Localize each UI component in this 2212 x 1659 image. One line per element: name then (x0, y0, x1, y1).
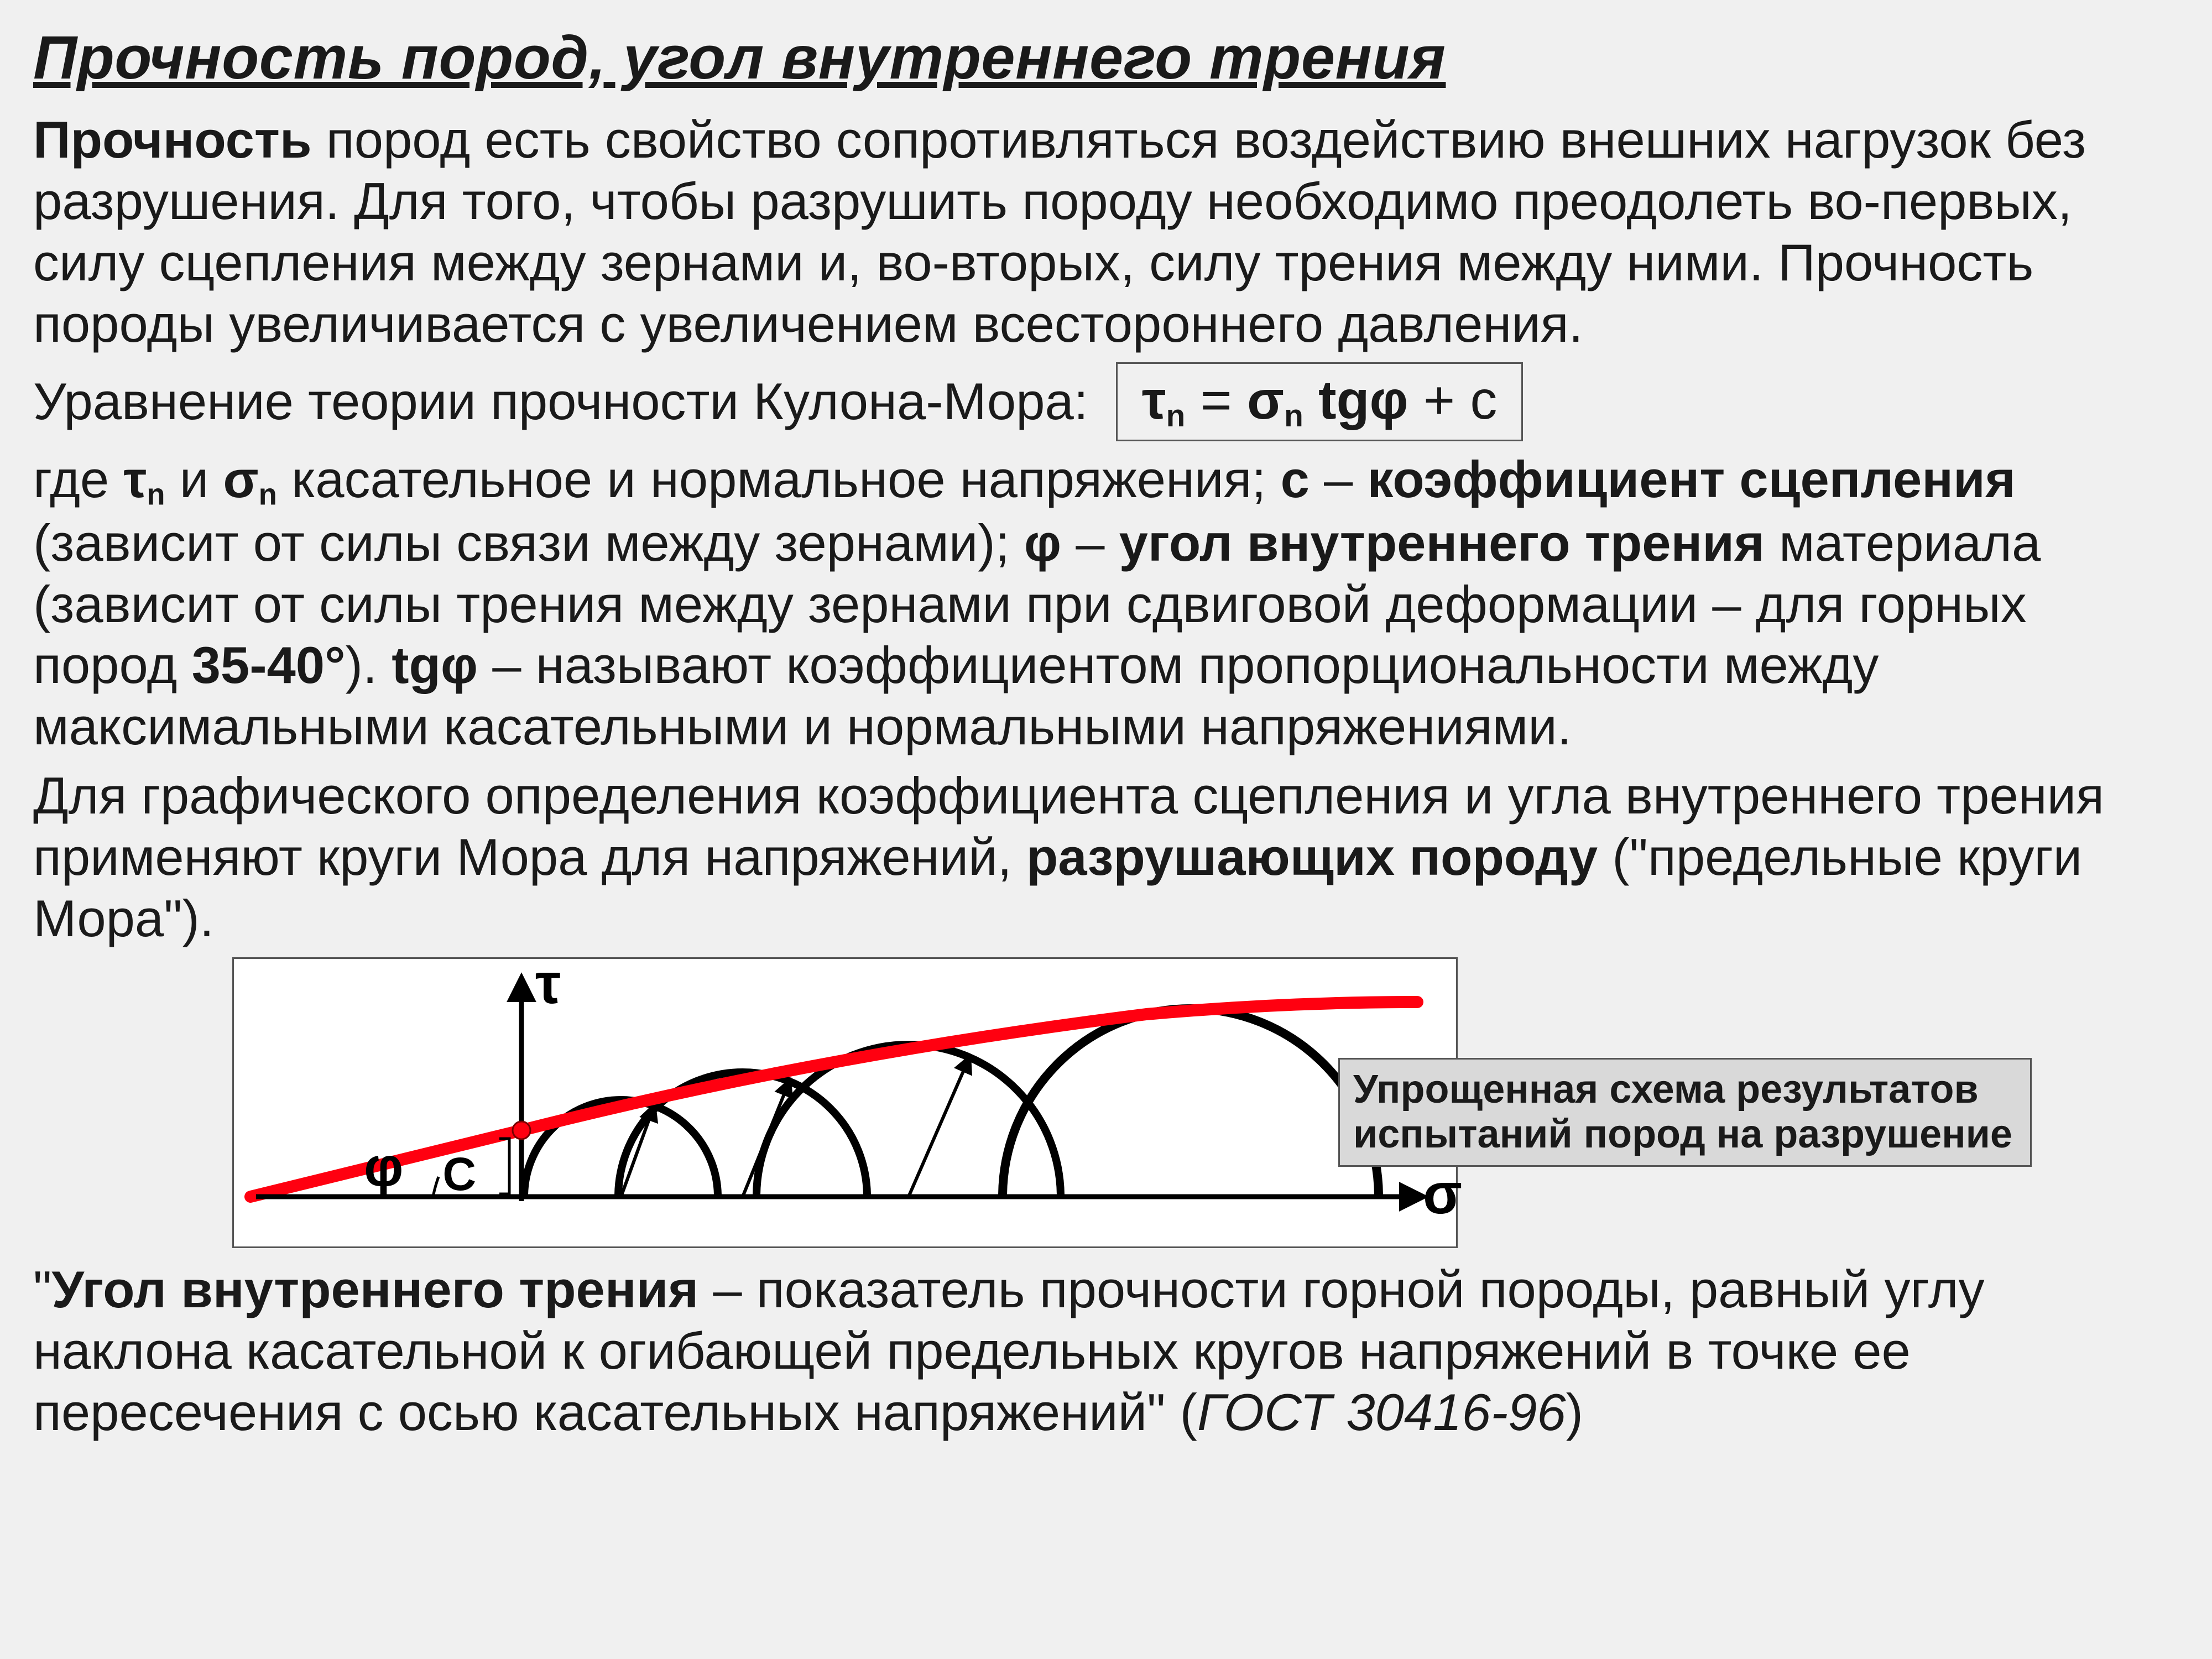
p2f: (зависит от силы связи между зернами); (33, 514, 1024, 572)
p2g: – (1061, 514, 1119, 572)
equation-box: τn = σn tgφ + c (1116, 362, 1523, 441)
p2-n1: n (147, 477, 165, 511)
p2-n2: n (259, 477, 277, 511)
svg-text:C: C (442, 1148, 476, 1200)
p2-tau: τ (123, 450, 147, 508)
eq-n1: n (1166, 399, 1186, 434)
p2e: коэффициент сцепления (1367, 450, 2015, 508)
p2h: угол внутреннего трения (1119, 514, 1765, 572)
eq-tg: tg (1318, 369, 1370, 430)
p2j: 35-40° (192, 636, 346, 694)
paragraph-1: Прочность пород есть свойство сопротивля… (33, 109, 2179, 355)
svg-text:σ: σ (1423, 1162, 1462, 1226)
p2-phi: φ (1024, 514, 1061, 572)
p4a: " (33, 1260, 51, 1318)
eq-sigma: σ (1247, 369, 1284, 430)
p2-sigma: σ (223, 450, 258, 508)
equation-row: Уравнение теории прочности Кулона-Мора: … (33, 362, 2179, 441)
paragraph-2: где τn и σn касательное и нормальное нап… (33, 449, 2179, 758)
p4b: Угол внутреннего трения (51, 1260, 698, 1318)
page-title: Прочность пород, угол внутреннего трения (33, 22, 2179, 94)
svg-text:τ: τ (535, 952, 561, 1016)
paragraph-3: Для графического определения коэффициент… (33, 765, 2179, 950)
eq-equals: = (1185, 369, 1247, 430)
mohr-diagram: τσφC (234, 959, 1456, 1246)
p1-lead: Прочность (33, 111, 312, 169)
eq-phi: φ (1370, 369, 1408, 430)
svg-text:φ: φ (364, 1136, 404, 1198)
paragraph-4: "Угол внутреннего трения – показатель пр… (33, 1259, 2179, 1443)
p2-c-bold: c (1281, 450, 1310, 508)
p2d: – (1310, 450, 1368, 508)
p1-rest: пород есть свойство сопротивляться возде… (33, 111, 2086, 353)
p2k: ). (346, 636, 392, 694)
p2c: касательное и нормальное напряжения; (277, 450, 1281, 508)
figure-wrap: τσφC Упрощенная схема результатов испыта… (232, 957, 1642, 1248)
eq-plusc: + c (1408, 369, 1498, 430)
p2-tgphi: tgφ (392, 636, 478, 694)
p3b: разрушающих породу (1026, 828, 1598, 886)
p2b: и (165, 450, 223, 508)
equation-intro: Уравнение теории прочности Кулона-Мора: (33, 371, 1088, 432)
eq-tau: τ (1142, 369, 1166, 430)
figure-caption-box: Упрощенная схема результатов испытаний п… (1338, 1058, 2032, 1167)
eq-sp (1303, 369, 1318, 430)
eq-n2: n (1284, 399, 1303, 434)
p2a: где (33, 450, 123, 508)
p4d: ГОСТ 30416-96 (1197, 1383, 1566, 1441)
figure-caption: Упрощенная схема результатов испытаний п… (1353, 1067, 2012, 1156)
slide-page: Прочность пород, угол внутреннего трения… (0, 0, 2212, 1659)
p4e: ) (1566, 1383, 1583, 1441)
figure-frame: τσφC (232, 957, 1458, 1248)
